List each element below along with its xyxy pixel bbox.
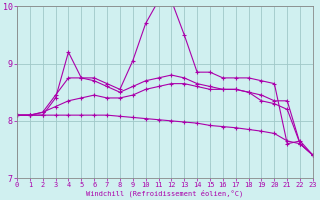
X-axis label: Windchill (Refroidissement éolien,°C): Windchill (Refroidissement éolien,°C) — [86, 190, 244, 197]
